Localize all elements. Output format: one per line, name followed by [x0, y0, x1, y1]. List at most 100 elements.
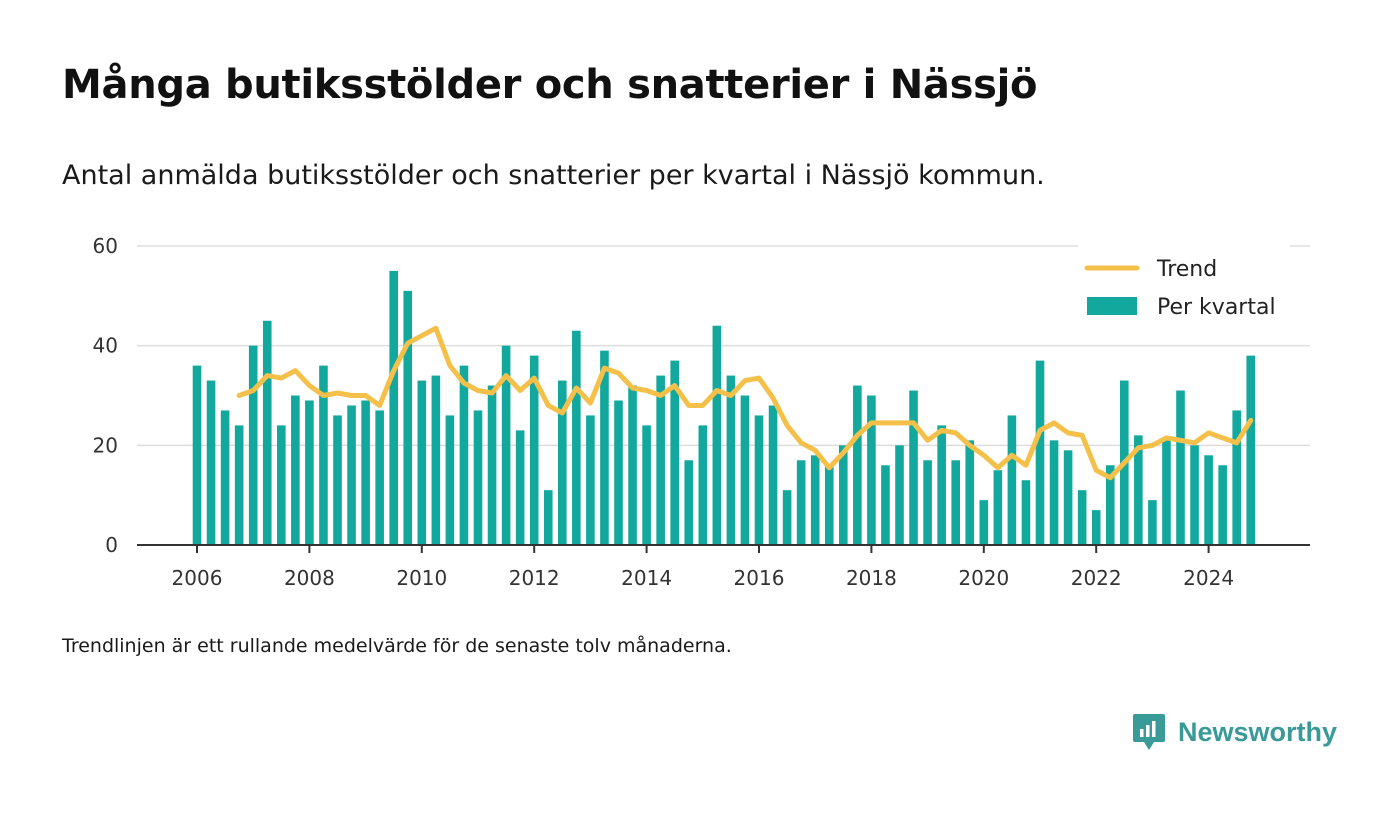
bar: [1063, 450, 1073, 545]
bar: [923, 460, 932, 545]
bar: [501, 345, 511, 545]
bar: [965, 440, 975, 545]
x-tick-label: 2012: [509, 566, 560, 590]
bar: [1007, 415, 1017, 545]
newsworthy-logo-icon: [1133, 714, 1165, 750]
y-tick-label: 40: [93, 334, 118, 358]
legend: Trend Per kvartal: [1078, 244, 1290, 334]
bar: [375, 410, 384, 545]
bar: [824, 465, 834, 545]
x-tick-label: 2016: [734, 566, 785, 590]
bar: [347, 405, 356, 545]
x-tick-label: 2010: [396, 566, 447, 590]
bar: [1204, 455, 1213, 545]
bar: [909, 390, 918, 545]
bar: [839, 445, 848, 545]
bar: [1176, 390, 1185, 545]
x-tick-label: 2020: [958, 566, 1009, 590]
bar: [558, 380, 567, 545]
bar: [403, 290, 413, 545]
trend-line: [236, 325, 1254, 481]
bar: [543, 490, 553, 545]
bar: [1232, 410, 1241, 545]
bar: [487, 385, 497, 545]
x-tick-label: 2006: [172, 566, 223, 590]
x-tick-label: 2014: [621, 566, 672, 590]
bar: [754, 415, 764, 545]
bar: [867, 395, 876, 545]
bar: [248, 345, 258, 545]
bar: [319, 365, 328, 545]
bar: [698, 425, 708, 545]
bar: [712, 325, 722, 545]
legend-bar-swatch: [1087, 297, 1137, 315]
bar: [1021, 480, 1031, 545]
bar: [1134, 435, 1143, 545]
x-tick-label: 2022: [1071, 566, 1122, 590]
bar: [600, 350, 609, 545]
bar: [642, 425, 651, 545]
bar: [515, 430, 525, 545]
x-tick-label: 2008: [284, 566, 335, 590]
bar: [333, 415, 342, 545]
bar: [614, 400, 623, 545]
bar: [277, 425, 286, 545]
bar: [206, 380, 216, 545]
legend-trend-label: Trend: [1156, 257, 1217, 282]
bar: [1049, 440, 1059, 545]
bar: [1148, 500, 1157, 545]
bar: [670, 360, 679, 545]
bar: [1105, 465, 1115, 545]
bar: [529, 355, 539, 545]
bar: [810, 455, 820, 545]
bar: [656, 375, 665, 545]
bar: [1091, 510, 1101, 545]
footnote: Trendlinjen är ett rullande medelvärde f…: [62, 635, 732, 657]
bar: [937, 425, 946, 545]
bar: [726, 375, 736, 545]
chart-title: Många butiksstölder och snatterier i Näs…: [62, 62, 1038, 108]
chart: 2006 2008 2010 2012 2014 2016 2018 2020 2022 2024…: [93, 234, 1310, 590]
bar: [796, 460, 806, 545]
bar: [1035, 360, 1045, 545]
bar: [881, 465, 890, 545]
chart-subtitle: Antal anmälda butiksstölder och snatteri…: [62, 160, 1045, 191]
bar: [993, 470, 1003, 545]
bar: [361, 400, 370, 545]
bar: [782, 490, 792, 545]
bar: [768, 405, 778, 545]
bar: [445, 415, 455, 545]
bar: [951, 460, 960, 545]
legend-background: [1078, 244, 1290, 334]
bar: [1218, 465, 1227, 545]
bar: [220, 410, 230, 545]
brand[interactable]: Newsworthy: [1132, 712, 1337, 752]
bar: [1077, 490, 1087, 545]
bar: [417, 380, 427, 545]
y-axis: 0 20 40 60: [93, 234, 118, 557]
bar: [431, 375, 441, 545]
bar: [234, 425, 244, 545]
bar: [305, 400, 314, 545]
bar: [684, 460, 694, 545]
x-tick-label: 2018: [846, 566, 897, 590]
x-axis: 2006 2008 2010 2012 2014 2016 2018 2020 2022 2024: [137, 544, 1310, 590]
bar: [895, 445, 904, 545]
bar: [389, 270, 398, 545]
bar: [291, 395, 300, 545]
y-tick-label: 60: [93, 234, 118, 258]
brand-name: Newsworthy: [1178, 716, 1338, 747]
x-tick-label: 2024: [1183, 566, 1234, 590]
bar: [262, 320, 272, 545]
legend-bar-label: Per kvartal: [1157, 295, 1276, 320]
bar: [853, 385, 862, 545]
bar: [1162, 440, 1171, 545]
bar: [740, 395, 750, 545]
bar: [572, 330, 581, 545]
bar: [586, 415, 595, 545]
bar: [459, 365, 469, 545]
bar: [473, 410, 483, 545]
bars-per-kvartal: [192, 270, 1256, 545]
bar: [192, 365, 202, 545]
bar: [1246, 355, 1256, 545]
